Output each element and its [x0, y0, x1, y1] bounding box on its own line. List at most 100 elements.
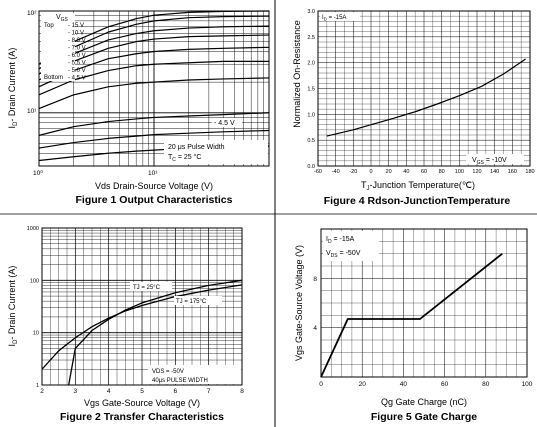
figure1-xlabel: Vds Drain-Source Voltage (V)	[95, 181, 213, 191]
figure1-series-line	[38, 112, 270, 136]
figure4-xtick-label: 160	[508, 169, 517, 175]
figure4-xlabel-sub: J	[367, 186, 370, 192]
figure4-plot-frame	[317, 10, 531, 167]
figure2-ytick-label: 100	[30, 278, 39, 284]
figure2-transfer-characteristics: TJ = 25°C TJ = 175°C VDS = -50V 40μs PUL…	[7, 226, 244, 423]
figure4-xtick-label: -60	[314, 169, 322, 175]
figure1-series-line	[38, 46, 270, 88]
figure1-temp-value: = 25 °C	[176, 153, 202, 161]
figure4-xlabel-rest: -Junction Temperature(℃)	[370, 180, 475, 190]
figure5-current-note: ID = -15A	[326, 236, 355, 245]
figure4-current-value: = -15A	[327, 15, 347, 21]
figure2-xtick-label: 2	[40, 388, 44, 395]
figure2-series-line	[68, 279, 243, 386]
figure4-ytick-label: 1.0	[307, 112, 315, 118]
figure1-plot-frame	[38, 10, 270, 167]
figure4-xtick-label: 100	[455, 169, 464, 175]
figure4-xtick-label: 80	[439, 169, 445, 175]
figure4-ylabel: Normalized On-Resistance	[292, 20, 302, 128]
figure5-xtick-label: 40	[400, 381, 408, 388]
figure4-ytick-label: 2.0	[307, 61, 315, 67]
figure1-series-line	[38, 129, 270, 149]
figure5-current-sub: D	[328, 239, 332, 245]
figure2-vds-note: VDS = -50V	[152, 369, 184, 375]
figure1-legend-entry: - 5.5 V	[68, 61, 86, 67]
figure1-ylabel: ID- Drain Current (A)	[7, 48, 19, 129]
figure1-legend-entry: - 10 V	[68, 31, 84, 37]
figure5-xlabel: Qg Gate Charge (nC)	[381, 397, 467, 407]
figure1-output-characteristics: VGS Top Bottom - 15 V - 10 V - 8.0 V - 7…	[7, 10, 270, 206]
figure4-xtick-label: 0	[369, 169, 372, 175]
figure2-series-line	[41, 284, 243, 370]
figure1-legend-entry: - 5.0 V	[68, 68, 86, 74]
figure1-curve-label: - 4.5 V	[214, 120, 235, 127]
figure5-xtick-label: 20	[359, 381, 367, 388]
figure5-ylabel: Vgs Gate-Source Voltage (V)	[294, 245, 304, 361]
figure5-ytick-label: 8	[313, 276, 317, 283]
figure1-series-line	[38, 34, 270, 81]
figure4-current-note: ID = -15A	[322, 15, 346, 22]
figure2-xtick-label: 8	[240, 388, 244, 395]
figure2-curves	[41, 279, 243, 386]
figure2-ytick-label: 1000	[27, 226, 39, 232]
figure2-pulse-note: 40μs PULSE WIDTH	[152, 378, 208, 384]
figure1-ylabel-sub: D	[13, 121, 19, 126]
figure2-series-label-25: TJ = 25°C	[133, 285, 161, 291]
figure4-vgs-note: VGS = -10V	[472, 157, 507, 166]
figure2-ytick-label: 1	[36, 383, 39, 389]
figure5-vds-note: VDS = -50V	[326, 250, 361, 259]
figure1-legend-box	[41, 13, 75, 81]
figure2-ylabel-sub: D	[13, 339, 19, 344]
figure2-ylabel: ID- Drain Current (A)	[7, 266, 19, 347]
figure1-ytick-label: 10²	[27, 10, 37, 17]
figure1-pulse-note: 20 μs Pulse Width	[168, 144, 225, 151]
figure4-note-bg	[320, 12, 360, 21]
figure1-series-line	[38, 77, 270, 110]
figure4-xtick-label: 60	[421, 169, 427, 175]
figure4-ytick-label: 0.0	[307, 164, 315, 170]
figure2-ytick-label: 10	[33, 331, 39, 337]
figure4-series-line	[326, 58, 526, 137]
figure1-legend-entry: - 4.5 V	[68, 76, 86, 82]
figure2-label25-bg	[130, 282, 172, 291]
figure5-xtick-label: 100	[522, 381, 533, 388]
figure4-xlabel: TJ-Junction Temperature(℃)	[361, 180, 475, 192]
figure2-grid	[41, 228, 243, 386]
figure2-xlabel: Vgs Gate-Source Voltage (V)	[84, 398, 200, 408]
figure4-curves	[326, 58, 526, 137]
figure4-rdson-junction-temperature: ID = -15A VGS = -10V 3.0 2.5 2.0 1.5 1.0 0.5 0…	[292, 9, 535, 207]
figure1-series-line	[38, 25, 270, 75]
figure4-xtick-label: 20	[386, 169, 392, 175]
figure2-yticks: 1000 100 10 1	[27, 226, 39, 389]
figure2-note-bg	[148, 365, 241, 384]
figure4-grid	[317, 10, 531, 167]
figure1-legend-header-sub: GS	[61, 17, 69, 23]
figure1-curve-label-bg	[212, 118, 242, 127]
figure2-xtick-label: 7	[207, 388, 211, 395]
figure2-title: Figure 2 Transfer Characteristics	[60, 411, 224, 423]
figure4-title: Figure 4 Rdson-JunctionTemperature	[324, 195, 511, 207]
figure4-xtick-label: -40	[332, 169, 340, 175]
figure2-xtick-label: 5	[140, 388, 144, 395]
figure1-series-line	[38, 15, 270, 70]
figure5-xtick-label: 60	[441, 381, 449, 388]
figure5-ytick-label: 4	[313, 325, 317, 332]
figure4-xtick-label: 40	[403, 169, 409, 175]
figure5-current-value: = -15A	[332, 236, 355, 243]
figure1-legend-bottom-label: Bottom	[44, 75, 63, 81]
figure5-curves	[320, 252, 503, 378]
figure4-vgs-bg	[466, 154, 524, 164]
figure1-note-bg	[164, 140, 268, 164]
figure2-xtick-label: 4	[107, 388, 111, 395]
figure2-xtick-label: 6	[174, 388, 178, 395]
figure4-yticks: 3.0 2.5 2.0 1.5 1.0 0.5 0.0	[307, 9, 315, 170]
figure1-xtick-label: 10⁰	[33, 169, 43, 177]
figure1-legend-entry: - 7.0 V	[68, 46, 86, 52]
figure1-temp-note: TC = 25 °C	[168, 153, 201, 163]
figure4-ytick-label: 2.5	[307, 35, 315, 41]
figure4-ytick-label: 1.5	[307, 87, 315, 93]
figure1-legend-entry: - 6.0 V	[68, 53, 86, 59]
figure5-vds-sub: DS	[331, 253, 339, 259]
figure4-vgs-value: = -10V	[484, 157, 507, 164]
